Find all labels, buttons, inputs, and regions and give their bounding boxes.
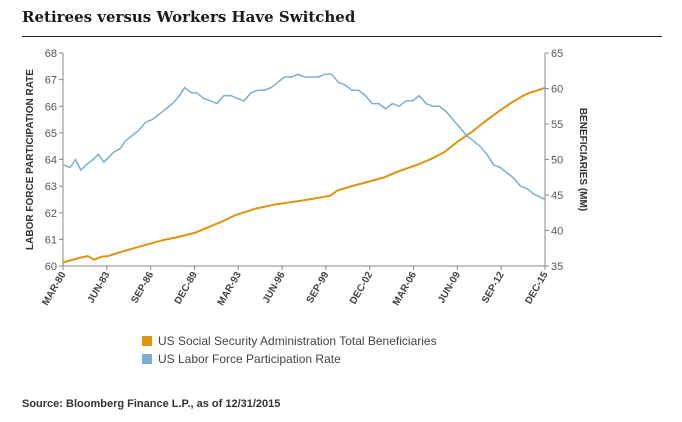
y-left-tick-label: 67: [45, 75, 57, 87]
y-right-tick-label: 55: [551, 119, 563, 131]
beneficiaries-line: [62, 86, 546, 264]
x-tick-label: MAR-80: [40, 270, 68, 308]
x-tick-label: SEP-99: [305, 270, 332, 306]
legend-item-beneficiaries: US Social Security Administration Total …: [142, 332, 437, 350]
legend-swatch-beneficiaries: [142, 336, 152, 346]
chart-title: Retirees versus Workers Have Switched: [22, 8, 356, 26]
legend-item-lfpr: US Labor Force Participation Rate: [142, 350, 437, 368]
y-left-tick-label: 68: [45, 48, 57, 60]
x-tick-label: JUN-09: [436, 270, 463, 306]
x-tick-label: MAR-06: [391, 270, 419, 308]
y-left-tick-label: 60: [45, 261, 57, 273]
legend-label-beneficiaries: US Social Security Administration Total …: [158, 334, 437, 348]
y-left-tick-label: 65: [45, 128, 57, 140]
x-tick-label: DEC-89: [173, 270, 201, 307]
x-tick-label: MAR-93: [216, 270, 244, 308]
y-right-tick-label: 40: [551, 226, 563, 238]
y-left-tick-label: 63: [45, 181, 57, 193]
legend-label-lfpr: US Labor Force Participation Rate: [158, 352, 341, 366]
lfpr-line: [62, 73, 546, 201]
title-divider: [22, 36, 662, 37]
x-tick-label: SEP-12: [480, 270, 507, 306]
y-right-tick-label: 65: [551, 48, 563, 60]
y-left-tick-label: 66: [45, 101, 57, 113]
y-left-tick-label: 62: [45, 208, 57, 220]
y-right-tick-label: 45: [551, 190, 563, 202]
x-tick-label: JUN-96: [261, 270, 288, 306]
y-axis-left-title: LABOR FORCE PARTICIPATION RATE: [25, 69, 36, 250]
x-tick-label: SEP-86: [129, 270, 156, 306]
y-left-tick-label: 64: [45, 155, 57, 167]
y-axis-right-title: BENEFICIARIES (MM): [577, 108, 588, 211]
y-right-tick-label: 35: [551, 261, 563, 273]
chart: 60 61 62 63 64 65 66 67 68 35 40 45 50 55 60 65 MAR-80 JU…: [25, 48, 588, 308]
x-tick-label: DEC-02: [348, 270, 376, 307]
y-left-tick-label: 61: [45, 234, 57, 246]
legend-swatch-lfpr: [142, 354, 152, 364]
legend: US Social Security Administration Total …: [142, 332, 437, 368]
x-tick-label: DEC-15: [523, 270, 551, 307]
y-right-tick-label: 50: [551, 155, 563, 167]
x-tick-label: JUN-83: [86, 270, 113, 306]
source-note: Source: Bloomberg Finance L.P., as of 12…: [22, 398, 281, 410]
y-right-tick-label: 60: [551, 84, 563, 96]
